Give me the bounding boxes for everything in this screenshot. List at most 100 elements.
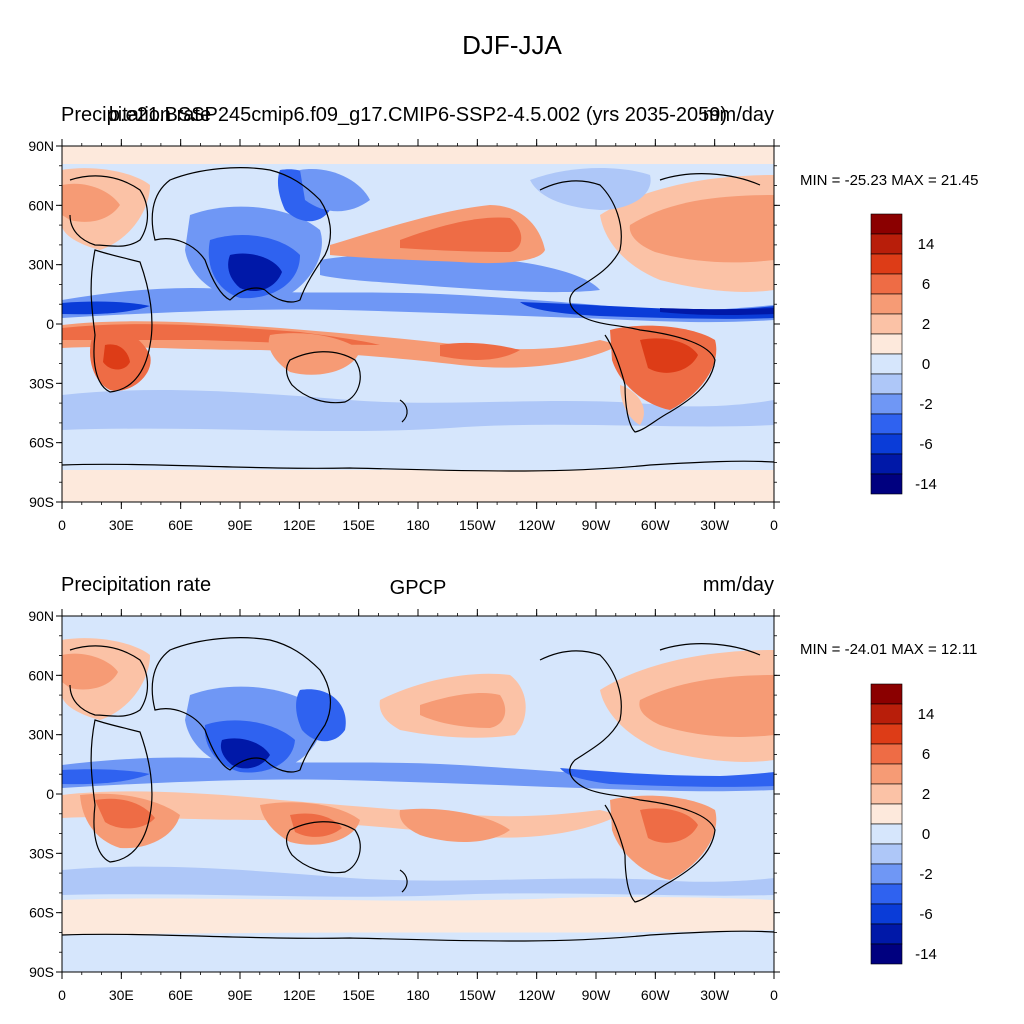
panel2-lon-tick-label: 0 xyxy=(58,987,66,1003)
panel2-minmax: MIN = -24.01 MAX = 12.11 xyxy=(800,641,978,658)
panel1-colorbar-label: 0 xyxy=(922,356,930,373)
panel1-minmax: MIN = -25.23 MAX = 21.45 xyxy=(800,172,979,189)
panel1-colorbar-box xyxy=(870,353,903,375)
panel1-lon-tick-label: 180 xyxy=(406,517,430,533)
panel2-colorbar-label: 0 xyxy=(922,826,930,843)
panel2-colorbar-box xyxy=(870,683,903,705)
panel2-colorbar-box xyxy=(870,743,903,765)
panel2-lon-tick-label: 120E xyxy=(283,987,316,1003)
panel1-lat-tick-label: 30S xyxy=(29,375,54,391)
panel2-lat-tick-label: 90N xyxy=(28,608,54,624)
panel1-colorbar-box xyxy=(870,233,903,255)
panel2-lat-tick-label: 90S xyxy=(29,964,54,980)
panel1-lon-tick-label: 60E xyxy=(168,517,193,533)
panel1-colorbar-box xyxy=(870,433,903,455)
panel2-colorbar-box xyxy=(870,943,903,965)
panel1-colorbar-label: -2 xyxy=(919,396,932,413)
panel1-lon-tick-label: 120E xyxy=(283,517,316,533)
panel1-colorbar-label: 2 xyxy=(922,316,930,333)
panel1-lat-tick-label: 60S xyxy=(29,435,54,451)
panel1-lon-tick-label: 150E xyxy=(342,517,375,533)
panel2-coastlines xyxy=(62,637,774,942)
panel1-lon-tick-label: 150W xyxy=(459,517,496,533)
panel2-lon-tick-label: 150E xyxy=(342,987,375,1003)
panel1-colorbar-label: -6 xyxy=(919,436,932,453)
panel2-colorbar: 14 6 2 0 -2 -6 -14 xyxy=(870,683,937,965)
panel2-colorbar-box xyxy=(870,863,903,885)
panel1-lat-tick-label: 30N xyxy=(28,257,54,273)
panel1-lat-tick-label: 0 xyxy=(46,316,54,332)
panel2-lon-tick-label: 60W xyxy=(641,987,671,1003)
panel2-contour-field xyxy=(62,616,774,972)
panel2-right-title: mm/day xyxy=(702,574,774,596)
panel2-lon-tick-label: 180 xyxy=(406,987,430,1003)
panel2-colorbar-label: -14 xyxy=(915,946,937,963)
panel2-colorbar-box xyxy=(870,903,903,925)
panel1-colorbar-box xyxy=(870,293,903,315)
panel2-lat-tick-label: 60S xyxy=(29,905,54,921)
panel1-coastlines xyxy=(62,167,774,472)
figure-title: DJF-JJA xyxy=(462,30,562,60)
panel1-colorbar-box xyxy=(870,413,903,435)
panel1-lon-tick-label: 90W xyxy=(582,517,612,533)
panel2-lon-tick-label: 30E xyxy=(109,987,134,1003)
panel1-center-title: b.e21.BSSP245cmip6.f09_g17.CMIP6-SSP2-4.… xyxy=(108,104,728,126)
panel2-lon-tick-label: 90E xyxy=(228,987,253,1003)
panel1-lon-tick-label: 90E xyxy=(228,517,253,533)
panel2-colorbar-box xyxy=(870,823,903,845)
panel1-lon-tick-label: 30W xyxy=(700,517,730,533)
panel1-colorbar-box xyxy=(870,313,903,335)
panel2-colorbar-box xyxy=(870,763,903,785)
panel2-colorbar-box xyxy=(870,923,903,945)
panel1-lat-tick-label: 60N xyxy=(28,197,54,213)
panel2-lon-tick-label: 120W xyxy=(518,987,555,1003)
panel2-colorbar-box xyxy=(870,803,903,825)
panel1-lat-tick-label: 90N xyxy=(28,138,54,154)
panel1-lon-tick-label: 0 xyxy=(58,517,66,533)
panel1-colorbar-label: 14 xyxy=(918,236,935,253)
panel1-right-title: mm/day xyxy=(702,104,774,126)
panel1-colorbar-box xyxy=(870,453,903,475)
panel1-colorbar-box xyxy=(870,473,903,495)
panel2-colorbar-box xyxy=(870,843,903,865)
panel1-colorbar-box xyxy=(870,253,903,275)
panel2-left-title: Precipitation rate xyxy=(61,574,212,596)
panel1-lon-tick-label: 0 xyxy=(770,517,778,533)
panel2-lon-tick-label: 0 xyxy=(770,987,778,1003)
panel2-lon-tick-label: 60E xyxy=(168,987,193,1003)
panel1-colorbar-label: -14 xyxy=(915,476,937,493)
panel2-lat-tick-label: 60N xyxy=(28,667,54,683)
panel1-colorbar-label: 6 xyxy=(922,276,930,293)
panel2-colorbar-label: -2 xyxy=(919,866,932,883)
panel2-colorbar-box xyxy=(870,703,903,725)
panel2-colorbar-box xyxy=(870,783,903,805)
panel2-colorbar-label: 14 xyxy=(918,706,935,723)
panel2-lat-tick-label: 30S xyxy=(29,845,54,861)
panel2-lat-tick-label: 0 xyxy=(46,786,54,802)
panel2-lat-tick-label: 30N xyxy=(28,727,54,743)
panel1-contour-field xyxy=(62,146,774,502)
panel2-colorbar-label: 6 xyxy=(922,746,930,763)
panel1-lon-tick-label: 60W xyxy=(641,517,671,533)
panel1-lon-tick-label: 30E xyxy=(109,517,134,533)
panel1-colorbar-box xyxy=(870,373,903,395)
panel2-colorbar-box xyxy=(870,883,903,905)
panel2-colorbar-box xyxy=(870,723,903,745)
panel2-lon-tick-label: 90W xyxy=(582,987,612,1003)
panel2-center-title: GPCP xyxy=(389,577,447,599)
panel1-lat-tick-label: 90S xyxy=(29,494,54,510)
panel2-colorbar-label: -6 xyxy=(919,906,932,923)
panel1-colorbar-box xyxy=(870,213,903,235)
panel1-lon-tick-label: 120W xyxy=(518,517,555,533)
panel1-colorbar-box xyxy=(870,333,903,355)
panel1-left-title: Precipitation rate xyxy=(61,104,212,126)
panel1-colorbar-box xyxy=(870,393,903,415)
panel2-lon-tick-label: 30W xyxy=(700,987,730,1003)
panel2-lon-tick-label: 150W xyxy=(459,987,496,1003)
panel1-colorbar: 14 6 2 0 -2 -6 -14 xyxy=(870,213,937,495)
